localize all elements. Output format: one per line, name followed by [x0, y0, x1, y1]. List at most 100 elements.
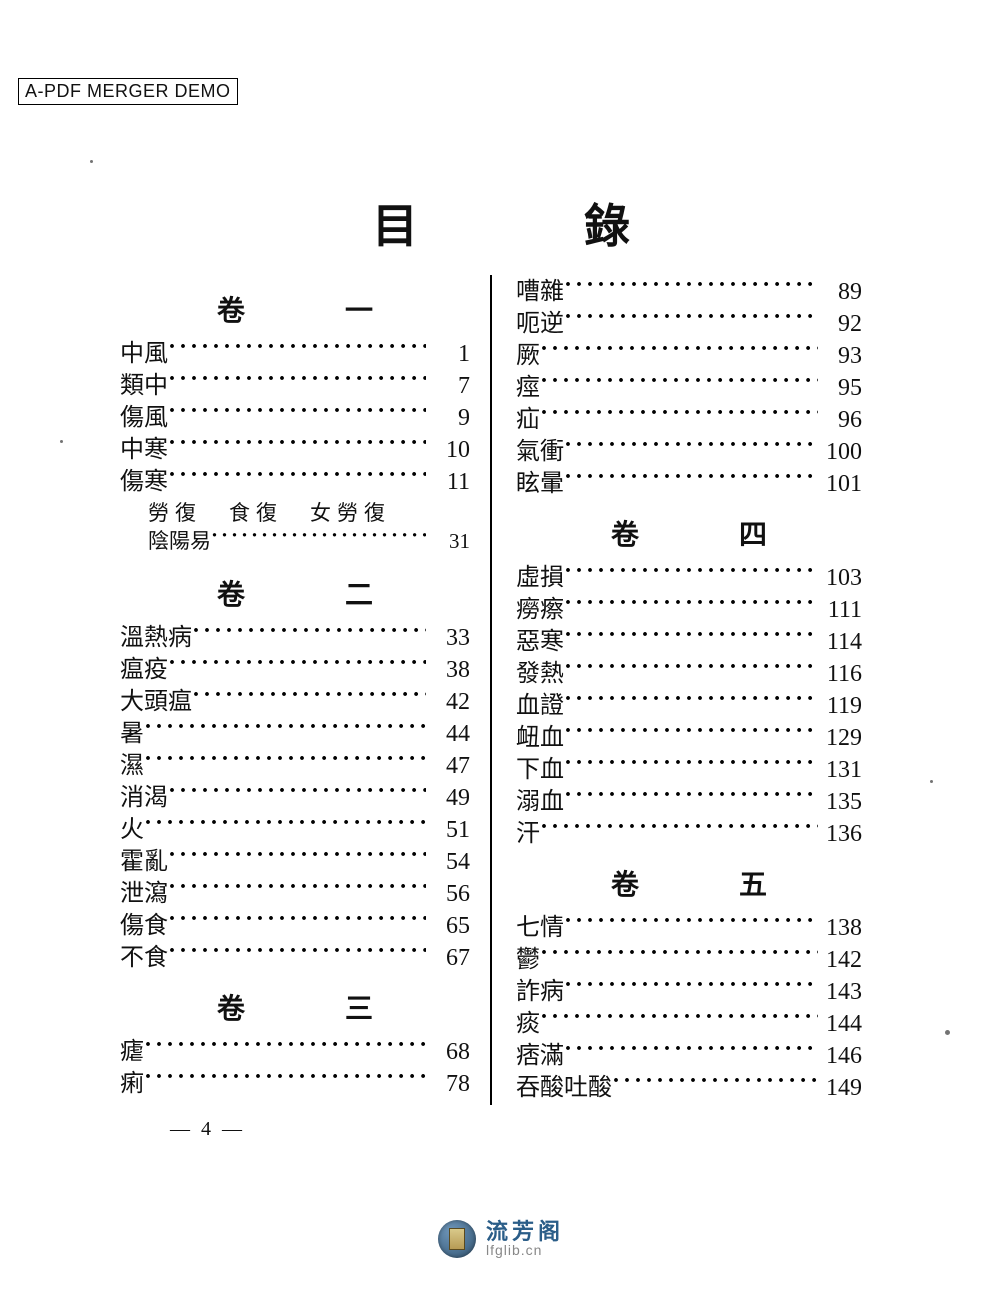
- toc-entry-page: 95: [818, 376, 862, 400]
- toc-leader-dots: [144, 813, 426, 837]
- toc-subnote: 勞復 食復 女勞復: [120, 497, 470, 527]
- toc-leader-dots: [540, 339, 818, 363]
- toc-entry-page: 119: [818, 694, 862, 718]
- toc-entry-page: 68: [426, 1040, 470, 1064]
- toc-leader-dots: [144, 1035, 426, 1059]
- toc-entry-page: 56: [426, 882, 470, 906]
- toc-leader-dots: [564, 307, 818, 331]
- toc-row: 呃逆92: [516, 307, 862, 339]
- toc-entry-page: 111: [818, 598, 862, 622]
- toc-leader-dots: [144, 1067, 426, 1091]
- toc-leader-dots: [168, 653, 426, 677]
- toc-row: 七情 138: [516, 911, 862, 943]
- toc-entry-page: 10: [426, 438, 470, 462]
- page-number-footer: — 4 —: [170, 1118, 245, 1141]
- toc-entry-label: 暑: [120, 722, 144, 746]
- toc-entry-label: 痙: [516, 376, 540, 400]
- toc-entry-page: 96: [818, 408, 862, 432]
- toc-entry-label: 中寒: [120, 438, 168, 462]
- toc-entry-label: 下血: [516, 758, 564, 782]
- toc-entry-page: 143: [818, 980, 862, 1004]
- toc-leader-dots: [540, 1007, 818, 1031]
- toc-row: 瘟疫38: [120, 653, 470, 685]
- toc-leader-dots: [168, 877, 426, 901]
- toc-row: 傷風9: [120, 401, 470, 433]
- toc-entry-page: 116: [818, 662, 862, 686]
- toc-leader-dots: [564, 625, 818, 649]
- toc-leader-dots: [192, 621, 426, 645]
- toc-leader-dots: [564, 785, 818, 809]
- toc-leader-dots: [168, 781, 426, 805]
- toc-entry-page: 7: [426, 374, 470, 398]
- toc-row: 衄血129: [516, 721, 862, 753]
- toc-row: 吞酸吐酸149: [516, 1071, 862, 1103]
- toc-entry-page: 142: [818, 948, 862, 972]
- toc-entry-label: 詐病: [516, 980, 564, 1004]
- toc-row: 傷寒11: [120, 465, 470, 497]
- toc-entry-page: 38: [426, 658, 470, 682]
- toc-leader-dots: [168, 941, 426, 965]
- scan-speck: [945, 1030, 950, 1035]
- toc-leader-dots: [144, 749, 426, 773]
- toc-leader-dots: [612, 1071, 818, 1095]
- toc-entry-label: 火: [120, 818, 144, 842]
- toc-entry-label: 大頭瘟: [120, 690, 192, 714]
- toc-row: 霍亂54: [120, 845, 470, 877]
- toc-entry-label: 陰陽易: [148, 531, 211, 552]
- toc-row: 痰144: [516, 1007, 862, 1039]
- toc-entry-label: 泄瀉: [120, 882, 168, 906]
- toc-entry-label: 發熱: [516, 662, 564, 686]
- page-title: 目 錄: [0, 190, 1002, 256]
- logo-text: 流芳阁 lfglib.cn: [486, 1221, 564, 1257]
- toc-entry-page: 1: [426, 342, 470, 366]
- toc-entry-page: 44: [426, 722, 470, 746]
- toc-leader-dots: [168, 369, 426, 393]
- toc-entry-page: 11: [426, 470, 470, 494]
- toc-entry-page: 138: [818, 916, 862, 940]
- toc-section-head: 卷 四: [516, 513, 862, 553]
- toc-leader-dots: [540, 371, 818, 395]
- toc-entry-label: 氣衝: [516, 440, 564, 464]
- toc-entry-label: 虛損: [516, 566, 564, 590]
- toc-row: 眩暈101: [516, 467, 862, 499]
- toc-columns: 卷 一中風1類中7傷風9中寒10傷寒11勞復 食復 女勞復陰陽易31卷 二溫熱病…: [120, 275, 880, 1105]
- toc-row: 痞滿146: [516, 1039, 862, 1071]
- toc-row: 血證119: [516, 689, 862, 721]
- watermark-box: A-PDF MERGER DEMO: [18, 78, 238, 105]
- toc-entry-page: 93: [818, 344, 862, 368]
- toc-row: 癆瘵 111: [516, 593, 862, 625]
- toc-leader-dots: [564, 593, 818, 617]
- toc-row: 詐病 143: [516, 975, 862, 1007]
- toc-entry-label: 中風: [120, 342, 168, 366]
- toc-entry-page: 67: [426, 946, 470, 970]
- toc-section-head: 卷 五: [516, 863, 862, 903]
- toc-row: 溺血135: [516, 785, 862, 817]
- toc-entry-label: 類中: [120, 374, 168, 398]
- toc-row: 消渴49: [120, 781, 470, 813]
- toc-leader-dots: [540, 403, 818, 427]
- toc-entry-label: 癆瘵: [516, 598, 564, 622]
- toc-leader-dots: [564, 1039, 818, 1063]
- toc-row: 陰陽易31: [120, 527, 470, 559]
- toc-entry-label: 痞滿: [516, 1044, 564, 1068]
- toc-leader-dots: [564, 689, 818, 713]
- toc-row: 厥93: [516, 339, 862, 371]
- footer-logo: 流芳阁 lfglib.cn: [0, 1220, 1002, 1258]
- toc-entry-label: 汗: [516, 822, 540, 846]
- toc-entry-label: 七情: [516, 916, 564, 940]
- toc-section-head: 卷 二: [120, 573, 470, 613]
- toc-entry-label: 惡寒: [516, 630, 564, 654]
- toc-row: 虛損103: [516, 561, 862, 593]
- toc-entry-label: 痢: [120, 1072, 144, 1096]
- logo-book-icon: [449, 1228, 465, 1250]
- toc-entry-label: 霍亂: [120, 850, 168, 874]
- toc-row: 鬱142: [516, 943, 862, 975]
- toc-leader-dots: [564, 911, 818, 935]
- toc-entry-page: 51: [426, 818, 470, 842]
- toc-entry-label: 不食: [120, 946, 168, 970]
- toc-leader-dots: [168, 465, 426, 489]
- toc-row: 大頭瘟42: [120, 685, 470, 717]
- toc-entry-page: 65: [426, 914, 470, 938]
- toc-entry-page: 47: [426, 754, 470, 778]
- toc-leader-dots: [540, 817, 818, 841]
